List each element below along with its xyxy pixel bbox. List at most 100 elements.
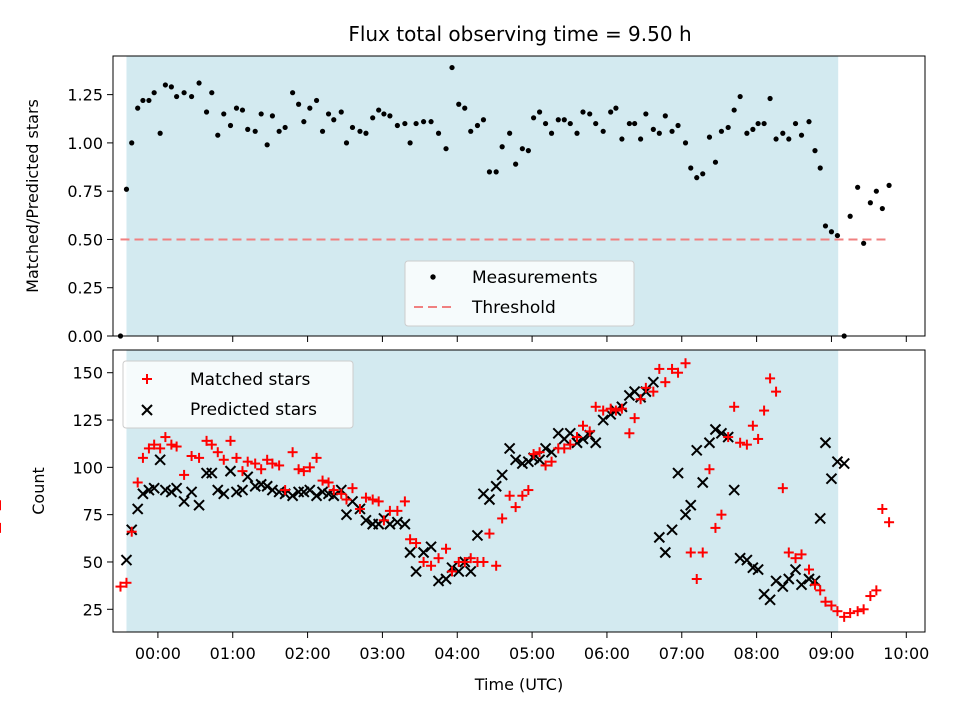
matched-point-77 [598, 405, 609, 416]
matched-point-84 [640, 382, 651, 393]
predicted-point-85 [647, 376, 660, 388]
matched-point-73 [572, 432, 582, 443]
matched-point-28 [287, 447, 298, 458]
measurement-point-103 [761, 120, 767, 127]
matched-point-88 [667, 363, 678, 374]
measurement-point-105 [773, 136, 779, 142]
measurement-point-48 [413, 120, 419, 127]
measurement-point-63 [513, 161, 519, 167]
matched-point-90 [680, 358, 691, 369]
matched-point-38 [347, 483, 358, 494]
predicted-legend-marker [141, 404, 153, 416]
measurement-point-99 [737, 93, 743, 100]
matched-point-51 [433, 553, 444, 564]
predicted-point-106 [777, 580, 789, 593]
predicted-point-104 [764, 594, 776, 606]
matched-point-122 [877, 503, 888, 514]
measurement-point-15 [209, 90, 215, 96]
measurement-point-119 [861, 240, 867, 246]
predicted-point-91 [685, 499, 697, 511]
measurement-point-64 [519, 146, 525, 152]
ratio-legend-box [404, 260, 635, 327]
measurement-point-91 [688, 165, 694, 171]
count-y-tick-label-2: 75 [83, 506, 103, 525]
predicted-point-100 [741, 554, 753, 566]
measurement-point-24 [264, 142, 270, 148]
matched-point-46 [399, 496, 410, 507]
predicted-point-35 [328, 490, 340, 502]
measurement-point-34 [325, 111, 332, 117]
measurement-point-86 [656, 130, 662, 136]
x-tick-label-1: 01:00 [210, 644, 256, 663]
predicted-point-12 [185, 486, 198, 498]
predicted-point-61 [496, 469, 508, 481]
predicted-point-52 [440, 573, 452, 585]
measurement-point-29 [296, 101, 302, 107]
predicted-point-17 [218, 488, 230, 500]
predicted-point-60 [490, 480, 502, 492]
measurement-point-62 [507, 130, 513, 136]
matched-point-3 [132, 477, 143, 488]
predicted-point-87 [659, 546, 672, 559]
ratio-y-label: Matched/Predicted stars [23, 99, 42, 293]
measurement-point-42 [376, 107, 382, 113]
matched-point-109 [796, 549, 807, 560]
matched-point-66 [528, 449, 539, 460]
measurement-point-102 [755, 120, 761, 127]
predicted-point-14 [200, 467, 213, 479]
x-tick-label-8: 08:00 [734, 644, 780, 663]
predicted-point-6 [148, 482, 160, 494]
measurement-point-98 [731, 107, 737, 113]
predicted-point-10 [170, 482, 183, 494]
count-y-tick-label-5: 150 [72, 364, 103, 383]
matched-point-114 [826, 600, 837, 611]
predicted-point-107 [783, 573, 795, 585]
matched-point-89 [673, 367, 684, 378]
count-points [0, 358, 895, 622]
matched-point-92 [691, 574, 702, 585]
ratio-legend: Measurements Threshold [404, 260, 635, 327]
x-tick-label-5: 05:00 [509, 644, 555, 663]
predicted-point-54 [453, 565, 465, 578]
matched-point-79 [610, 405, 621, 416]
matched-point-61 [497, 513, 508, 524]
matched-point-103 [759, 405, 770, 416]
measurement-point-106 [780, 130, 786, 136]
measurement-point-21 [245, 126, 251, 132]
predicted-point-73 [571, 437, 583, 449]
matched-point-98 [729, 401, 740, 412]
matched-point-63 [510, 502, 521, 513]
matched-point-14 [201, 435, 212, 446]
measurement-point-96 [718, 128, 725, 134]
measurement-point-16 [215, 132, 221, 138]
matched-point-4 [137, 452, 148, 463]
predicted-point-113 [819, 437, 832, 449]
predicted-point-37 [340, 508, 353, 521]
matched-point-56 [465, 553, 476, 564]
ratio-y-tick-label-4: 1.00 [67, 134, 103, 153]
measurement-point-52 [443, 146, 449, 152]
matched-point-20 [237, 466, 248, 477]
matched-point-106 [777, 483, 788, 494]
measurement-point-112 [817, 165, 823, 171]
measurement-point-87 [662, 113, 668, 119]
predicted-point-50 [425, 541, 437, 553]
predicted-point-116 [838, 457, 850, 470]
measurement-point-54 [456, 101, 462, 107]
predicted-point-46 [399, 518, 411, 530]
predicted-point-115 [831, 455, 844, 468]
measurements-legend-label: Measurements [472, 268, 598, 288]
measurement-point-114 [828, 229, 835, 235]
measurement-point-33 [319, 128, 326, 134]
measurement-point-31 [307, 105, 313, 111]
predicted-point-112 [814, 512, 826, 525]
x-axis-label: Time (UTC) [474, 675, 563, 694]
count-y-tick-label-4: 125 [72, 411, 103, 430]
matched-point-1 [121, 577, 132, 588]
matched-point-40 [360, 492, 371, 503]
predicted-point-76 [590, 437, 602, 449]
predicted-point-13 [193, 499, 205, 511]
predicted-point-98 [728, 484, 740, 496]
matched-point-17 [218, 454, 229, 465]
measurement-point-37 [343, 140, 350, 146]
